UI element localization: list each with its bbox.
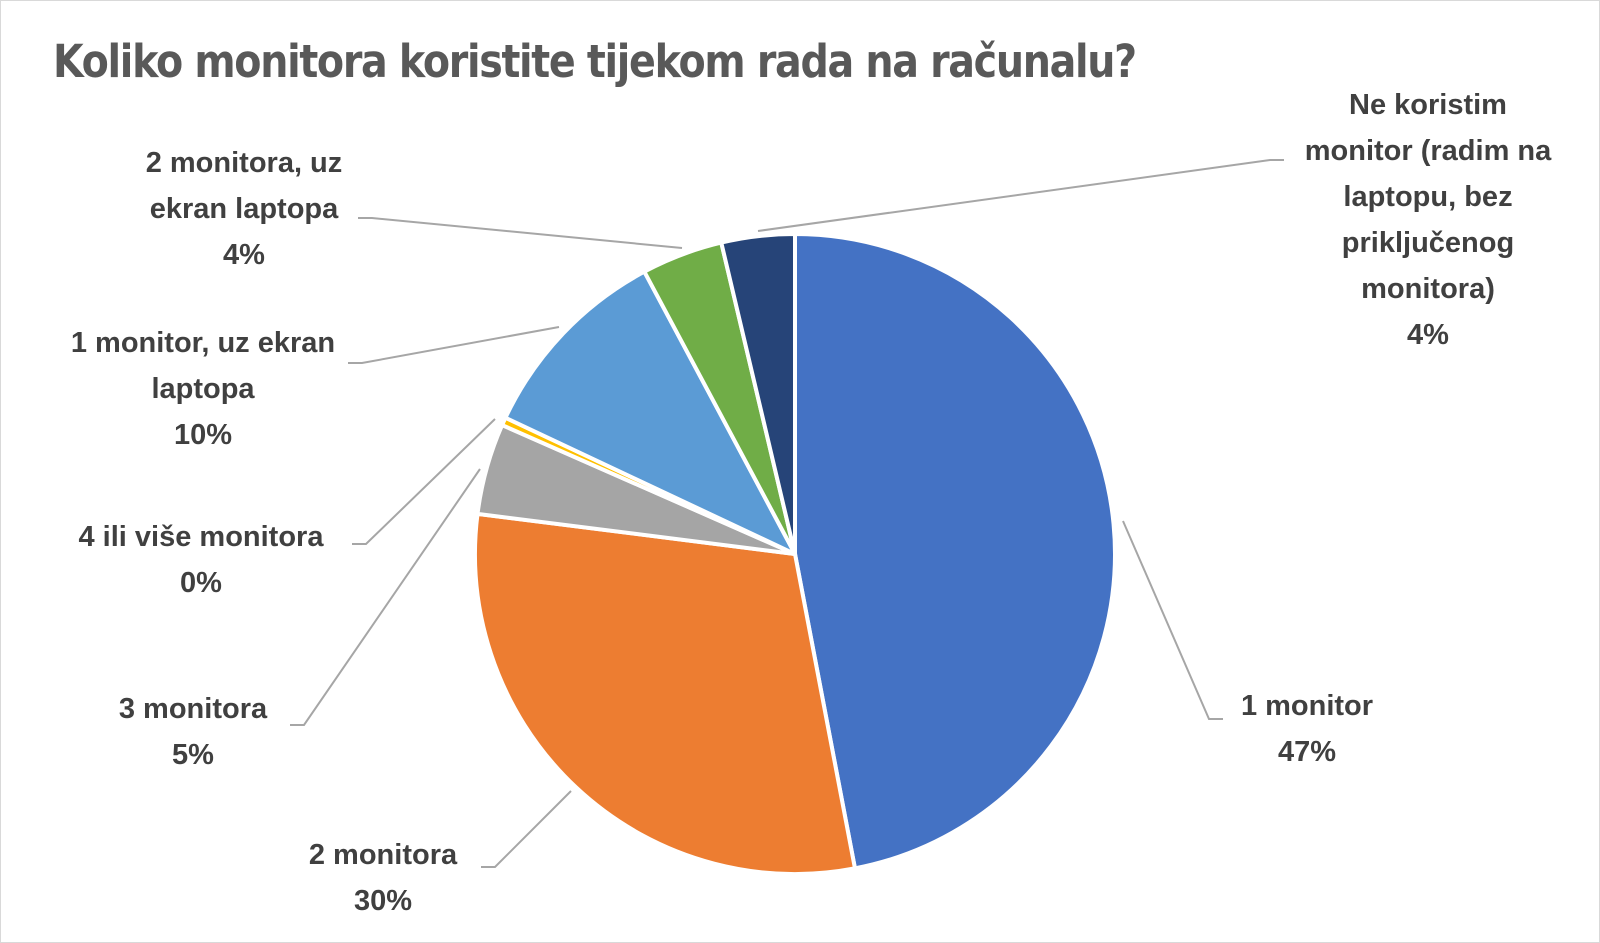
data-label-value: 0% [180, 567, 222, 599]
data-label-1-monitor-uz-ekran-laptopa: 1 monitor, uz ekran laptopa 10% [71, 327, 335, 451]
data-label-category: 3 monitora [119, 693, 268, 725]
pie-slice-1-monitor-uz-ekran-laptopa [503, 269, 797, 556]
data-label-category: laptopa [151, 373, 255, 405]
leader-line-1-monitor [1122, 520, 1223, 720]
data-label-category: 2 monitora, uz [146, 147, 343, 179]
data-label-value: 30% [354, 885, 412, 917]
data-label-value: 47% [1278, 736, 1336, 768]
leader-line-4-ili-vise-monitora [352, 418, 496, 545]
data-label-category: ekran laptopa [150, 193, 339, 225]
pie-slice-2-monitora [473, 511, 857, 876]
data-label-category: Ne koristim [1349, 89, 1507, 121]
leader-line-2-monitora [481, 790, 572, 868]
data-label-2-monitora: 2 monitora 30% [309, 839, 458, 917]
data-label-ne-koristim-monitor-radim-na-laptopu-bez-prikljucenog-monitora: Ne koristim monitor (radim na laptopu, bez… [1305, 89, 1552, 351]
pie-slice-ne-koristim-monitor-radim-na-laptopu-bez-prikljucenog-monitora [719, 232, 797, 556]
data-label-3-monitora: 3 monitora 5% [119, 693, 268, 771]
data-label-category: priključenog [1342, 227, 1514, 259]
data-label-category: 1 monitor, uz ekran [71, 327, 335, 359]
data-label-4-ili-vise-monitora: 4 ili više monitora 0% [79, 521, 325, 599]
data-label-2-monitora-uz-ekran-laptopa: 2 monitora, uz ekran laptopa 4% [146, 147, 343, 271]
data-label-category: monitora) [1361, 273, 1495, 305]
leader-line-ne-koristim-monitor-radim-na-laptopu-bez-prikljucenog-monitora [757, 159, 1284, 232]
chart-title: Koliko monitora koristite tijekom rada n… [53, 35, 1137, 88]
data-label-category: 2 monitora [309, 839, 458, 871]
pie-slice-1-monitor [793, 232, 1117, 871]
data-label-1-monitor: 1 monitor 47% [1241, 690, 1373, 768]
data-label-category: monitor (radim na [1305, 135, 1552, 167]
data-label-category: laptopu, bez [1343, 181, 1512, 213]
data-label-value: 4% [223, 239, 265, 271]
data-label-category: 4 ili više monitora [79, 521, 325, 553]
data-label-value: 5% [172, 739, 214, 771]
data-label-category: 1 monitor [1241, 690, 1373, 722]
leader-line-2-monitora-uz-ekran-laptopa [358, 217, 683, 249]
data-label-value: 10% [174, 419, 232, 451]
data-label-value: 4% [1407, 319, 1449, 351]
leader-line-1-monitor-uz-ekran-laptopa [348, 326, 560, 364]
leader-line-3-monitora [290, 468, 481, 726]
